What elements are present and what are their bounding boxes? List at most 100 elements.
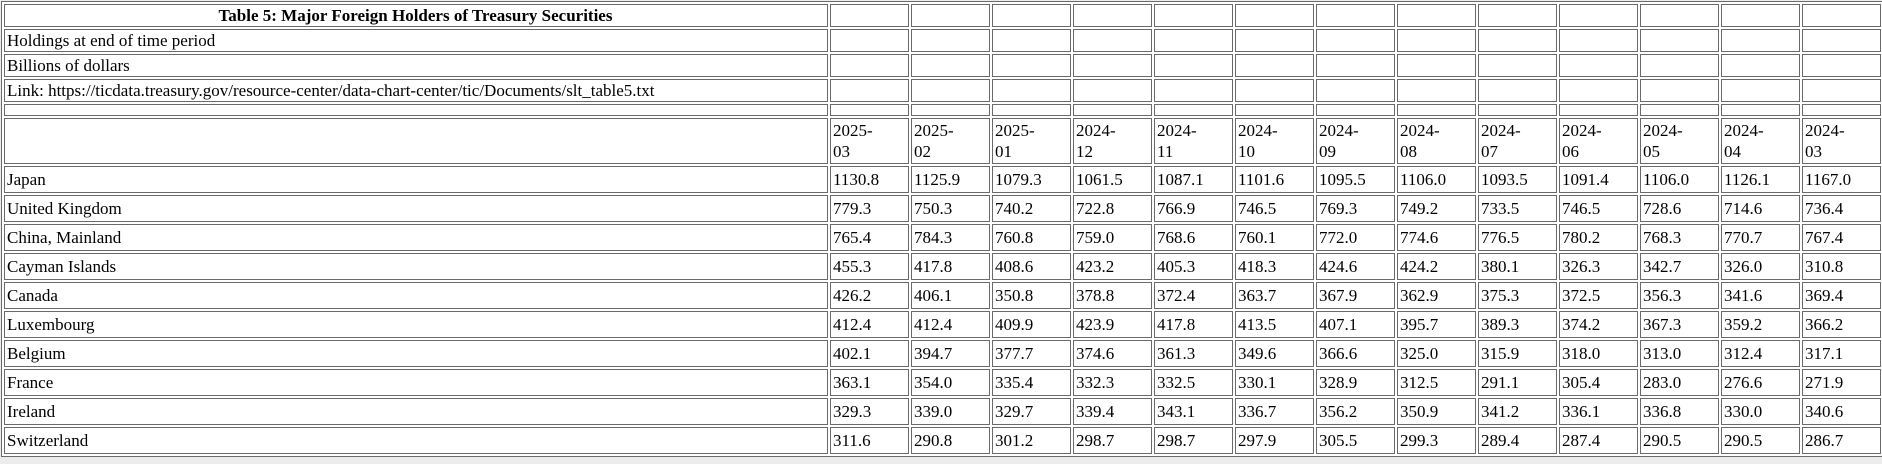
value-cell: 325.0 <box>1397 340 1476 367</box>
empty-cell <box>1721 4 1800 27</box>
empty-cell <box>1559 104 1638 116</box>
empty-cell <box>830 79 909 102</box>
value-cell: 289.4 <box>1478 427 1557 454</box>
date-header-label: 2024-10 <box>1238 121 1278 161</box>
value-cell: 1087.1 <box>1154 166 1233 193</box>
empty-cell <box>1073 54 1152 77</box>
value-cell: 329.7 <box>992 398 1071 425</box>
date-header-cell: 2024-12 <box>1073 118 1152 164</box>
empty-cell <box>1721 29 1800 52</box>
spacer-row <box>4 104 1881 116</box>
date-header-cell: 2024-03 <box>1802 118 1881 164</box>
date-header-row: 2025-03 2025-02 2025-01 2024-12 2024-11 2024-… <box>4 118 1881 164</box>
value-cell: 340.6 <box>1802 398 1881 425</box>
value-cell: 1101.6 <box>1235 166 1314 193</box>
value-cell: 366.6 <box>1316 340 1395 367</box>
value-cell: 290.8 <box>911 427 990 454</box>
value-cell: 342.7 <box>1640 253 1719 280</box>
empty-cell <box>1154 54 1233 77</box>
value-cell: 330.1 <box>1235 369 1314 396</box>
empty-cell <box>1316 54 1395 77</box>
value-cell: 768.6 <box>1154 224 1233 251</box>
value-cell: 374.6 <box>1073 340 1152 367</box>
value-cell: 766.9 <box>1154 195 1233 222</box>
empty-cell <box>1316 104 1395 116</box>
value-cell: 389.3 <box>1478 311 1557 338</box>
table-row: Belgium 402.1 394.7 377.7 374.6 361.3 349.6 366… <box>4 340 1881 367</box>
value-cell: 1091.4 <box>1559 166 1638 193</box>
value-cell: 301.2 <box>992 427 1071 454</box>
country-label: United Kingdom <box>4 195 828 222</box>
country-label: Luxembourg <box>4 311 828 338</box>
value-cell: 409.9 <box>992 311 1071 338</box>
value-cell: 1167.0 <box>1802 166 1881 193</box>
value-cell: 341.6 <box>1721 282 1800 309</box>
date-header-label: 2024-03 <box>1805 121 1845 161</box>
value-cell: 375.3 <box>1478 282 1557 309</box>
country-label: Ireland <box>4 398 828 425</box>
value-cell: 455.3 <box>830 253 909 280</box>
empty-cell <box>911 54 990 77</box>
date-header-cell: 2024-07 <box>1478 118 1557 164</box>
table-row: Cayman Islands 455.3 417.8 408.6 423.2 405.3 4… <box>4 253 1881 280</box>
value-cell: 372.4 <box>1154 282 1233 309</box>
value-cell: 765.4 <box>830 224 909 251</box>
empty-cell <box>1802 29 1881 52</box>
value-cell: 329.3 <box>830 398 909 425</box>
value-cell: 363.1 <box>830 369 909 396</box>
country-label: Cayman Islands <box>4 253 828 280</box>
link-text: Link: https://ticdata.treasury.gov/resou… <box>4 79 828 102</box>
country-label: Belgium <box>4 340 828 367</box>
date-header-label: 2024-08 <box>1400 121 1440 161</box>
value-cell: 312.5 <box>1397 369 1476 396</box>
empty-cell <box>992 79 1071 102</box>
value-cell: 772.0 <box>1316 224 1395 251</box>
date-header-label: 2024-12 <box>1076 121 1116 161</box>
value-cell: 426.2 <box>830 282 909 309</box>
empty-cell <box>1397 29 1476 52</box>
date-header-label: 2025-03 <box>833 121 873 161</box>
country-label: Switzerland <box>4 427 828 454</box>
value-cell: 271.9 <box>1802 369 1881 396</box>
date-header-cell: 2025-03 <box>830 118 909 164</box>
value-cell: 298.7 <box>1073 427 1152 454</box>
value-cell: 377.7 <box>992 340 1071 367</box>
value-cell: 372.5 <box>1559 282 1638 309</box>
empty-cell <box>1640 104 1719 116</box>
value-cell: 298.7 <box>1154 427 1233 454</box>
value-cell: 714.6 <box>1721 195 1800 222</box>
value-cell: 339.4 <box>1073 398 1152 425</box>
table-title: Table 5: Major Foreign Holders of Treasu… <box>4 4 828 27</box>
value-cell: 332.5 <box>1154 369 1233 396</box>
value-cell: 746.5 <box>1559 195 1638 222</box>
date-header-label: 2024-06 <box>1562 121 1602 161</box>
value-cell: 722.8 <box>1073 195 1152 222</box>
empty-cell <box>1235 104 1314 116</box>
country-label: France <box>4 369 828 396</box>
units-note-row: Billions of dollars <box>4 54 1881 77</box>
empty-cell <box>1721 79 1800 102</box>
value-cell: 1079.3 <box>992 166 1071 193</box>
empty-cell <box>1802 79 1881 102</box>
date-header-cell: 2024-09 <box>1316 118 1395 164</box>
value-cell: 780.2 <box>1559 224 1638 251</box>
value-cell: 768.3 <box>1640 224 1719 251</box>
value-cell: 305.5 <box>1316 427 1395 454</box>
empty-cell <box>1235 29 1314 52</box>
empty-cell <box>1640 54 1719 77</box>
empty-cell <box>1559 79 1638 102</box>
value-cell: 305.4 <box>1559 369 1638 396</box>
holdings-note-row: Holdings at end of time period <box>4 29 1881 52</box>
date-header-cell: 2024-08 <box>1397 118 1476 164</box>
empty-cell <box>1478 4 1557 27</box>
date-header-label: 2024-05 <box>1643 121 1683 161</box>
date-header-cell: 2025-02 <box>911 118 990 164</box>
empty-cell <box>1235 54 1314 77</box>
empty-cell <box>1235 4 1314 27</box>
value-cell: 733.5 <box>1478 195 1557 222</box>
value-cell: 1106.0 <box>1397 166 1476 193</box>
empty-cell <box>1640 29 1719 52</box>
value-cell: 759.0 <box>1073 224 1152 251</box>
empty-cell <box>1721 54 1800 77</box>
